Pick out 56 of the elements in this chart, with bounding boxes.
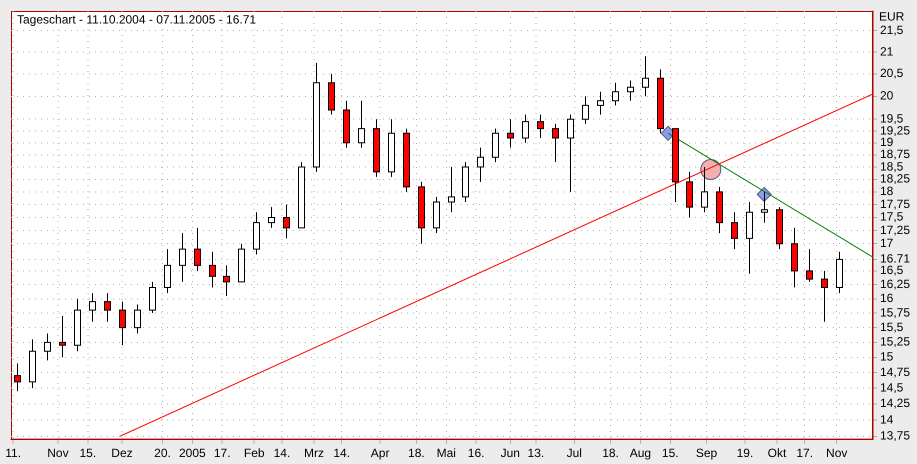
x-tick-label: 15. [662, 446, 679, 460]
y-tick-label: 21 [880, 44, 894, 58]
x-tick-label: Nov [47, 446, 69, 460]
x-tick-label: Mrz [304, 446, 324, 460]
x-tick-label: 11. [5, 446, 22, 460]
x-tick-label: 20. [154, 446, 171, 460]
y-tick-label: 16,25 [880, 277, 910, 292]
y-tick-label: 19 [880, 135, 894, 150]
x-tick-label: 18. [602, 446, 619, 460]
y-tick-label: 18,25 [880, 172, 910, 186]
y-tick-label: 17,25 [880, 222, 910, 237]
y-tick-label: 19,25 [880, 123, 910, 138]
y-tick-label: 15 [880, 350, 894, 364]
x-tick-label: 17. [214, 446, 231, 460]
y-tick-label: 20,5 [880, 66, 904, 80]
x-tick-label: Dez [111, 446, 133, 460]
y-tick-label: 14 [880, 412, 894, 426]
x-tick-label: Jul [566, 446, 582, 460]
y-tick-label: 18 [880, 184, 894, 198]
x-tick-label: 18. [408, 446, 425, 460]
x-tick-label: 14. [274, 446, 290, 460]
y-tick-label: 15,5 [880, 320, 904, 334]
x-tick-label: Sep [696, 446, 718, 460]
x-tick-label: 14. [333, 446, 350, 460]
x-tick-label: Mai [436, 446, 456, 460]
y-axis-title: EUR [878, 9, 905, 24]
y-tick-label: 13,75 [880, 428, 910, 443]
x-tick-label: Jun [500, 446, 520, 460]
y-tick-label: 18,5 [880, 159, 904, 174]
y-tick-label: 14,25 [880, 396, 910, 410]
x-tick-label: 13. [528, 446, 544, 460]
x-tick-label: Okt [768, 446, 787, 460]
y-tick-label: 17 [880, 236, 894, 250]
y-tick-label: 17,5 [880, 210, 904, 224]
x-tick-label: 15. [79, 446, 96, 460]
x-tick-label: Aug [630, 446, 652, 460]
x-tick-label: 16. [468, 446, 484, 460]
x-tick-label: 2005 [179, 446, 206, 460]
y-tick-label: 17,75 [880, 196, 910, 211]
x-tick-label: Apr [370, 446, 390, 460]
y-tick-label: 16 [880, 291, 894, 306]
x-tick-label: 19. [736, 446, 754, 460]
y-tick-label: 19,5 [880, 112, 904, 126]
y-tick-label: 15,75 [880, 305, 910, 320]
y-tick-label: 21,5 [880, 22, 904, 37]
y-tick-label: 16,5 [880, 263, 904, 278]
y-tick-label: 20 [880, 88, 894, 103]
y-tick-label: 18,75 [880, 147, 910, 162]
x-tick-label: 17. [796, 446, 814, 460]
x-tick-label: Feb [244, 446, 265, 460]
x-tick-label: Nov [826, 446, 848, 460]
y-tick-label: 14,75 [880, 364, 910, 379]
y-tick-label: 15,25 [880, 334, 910, 349]
y-tick-label: 16.71 [880, 252, 910, 266]
chart-title: Tageschart - 11.10.2004 - 07.11.2005 - 16.71 [17, 12, 256, 26]
y-tick-label: 14,5 [880, 380, 904, 394]
